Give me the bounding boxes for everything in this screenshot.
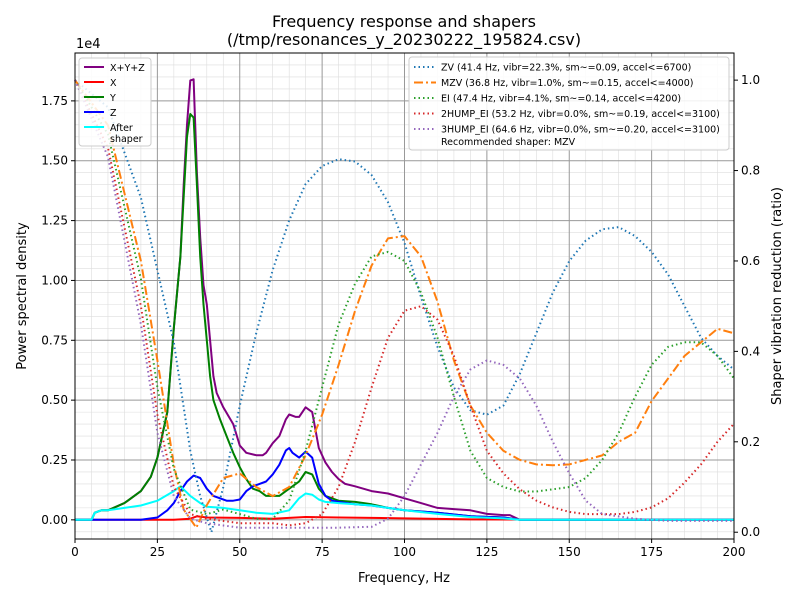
y-axis-right: 0.0 0.2 0.4 0.6 0.8 1.0 <box>734 73 760 539</box>
x-tick-label: 100 <box>393 545 416 559</box>
series-line-2 <box>75 113 734 521</box>
shaper-series <box>74 79 735 534</box>
y-tick-label: 1.00 <box>41 273 68 287</box>
y-tick-label: 0.25 <box>41 453 68 467</box>
legend-shaper-label: EI (47.4 Hz, vibr=4.1%, sm~=0.14, accel<… <box>441 94 681 105</box>
legend-shaper-label: 3HUMP_EI (64.6 Hz, vibr=0.0%, sm~=0.20, … <box>441 125 720 136</box>
x-tick-label: 75 <box>314 545 329 559</box>
x-tick-label: 175 <box>640 545 663 559</box>
y-tick-label: 0.00 <box>41 513 68 527</box>
series-line-3 <box>74 79 735 527</box>
x-axis: 0 25 50 75 100 125 150 175 200 <box>71 539 745 559</box>
legend-psd-label-line: After <box>110 123 133 134</box>
y2-tick-label: 0.8 <box>741 164 760 178</box>
legend-shaper-label: ZV (41.4 Hz, vibr=22.3%, sm~=0.09, accel… <box>441 63 691 74</box>
legend-psd-label-line: Z <box>110 108 117 119</box>
legend-shapers-frame <box>408 56 730 151</box>
legend-psd-label: Y <box>109 93 116 104</box>
legend-shaper-label: MZV (36.8 Hz, vibr=1.0%, sm~=0.15, accel… <box>441 78 693 89</box>
recommended-shaper-text: Recommended shaper: MZV <box>441 137 576 148</box>
series-line-0 <box>74 79 735 534</box>
legend-shapers: ZV (41.4 Hz, vibr=22.3%, sm~=0.09, accel… <box>408 56 730 151</box>
x-axis-label: Frequency, Hz <box>358 571 450 586</box>
legend-psd-items: X+Y+Z XYZ After shaper <box>84 63 145 145</box>
psd-series <box>75 78 735 521</box>
y2-tick-label: 0.6 <box>741 254 760 268</box>
legend-psd-label: Z <box>110 108 117 119</box>
legend-psd-label-line: shaper <box>110 134 143 145</box>
legend-psd-label: X+Y+Z <box>110 63 145 74</box>
legend-psd-label: X <box>110 78 117 89</box>
x-tick-label: 150 <box>558 545 581 559</box>
y-tick-label: 1.25 <box>41 214 68 228</box>
chart-subtitle: (/tmp/resonances_y_20230222_195824.csv) <box>227 30 581 50</box>
y-tick-label: 0.75 <box>41 333 68 347</box>
legend-shaper-label: 2HUMP_EI (53.2 Hz, vibr=0.0%, sm~=0.19, … <box>441 109 720 120</box>
x-tick-label: 0 <box>71 545 79 559</box>
series-line-4 <box>75 485 734 521</box>
legend-psd: X+Y+Z XYZ After shaper <box>78 57 152 147</box>
y2-tick-label: 0.4 <box>741 344 760 358</box>
legend-psd-label-line: X+Y+Z <box>110 63 145 74</box>
series-line-4 <box>74 79 734 529</box>
y2-tick-label: 1.0 <box>741 73 760 87</box>
y-axis-label: Power spectral density <box>15 222 30 370</box>
y2-tick-label: 0.0 <box>741 525 760 539</box>
y-tick-label: 1.75 <box>41 94 68 108</box>
x-tick-label: 50 <box>232 545 247 559</box>
y-offset-text: 1e4 <box>76 37 101 52</box>
x-tick-label: 200 <box>723 545 746 559</box>
x-tick-label: 25 <box>150 545 165 559</box>
y-axis-left: 0.00 0.25 0.50 0.75 1.00 1.25 1.50 1.75 <box>41 94 75 527</box>
x-tick-label: 125 <box>475 545 498 559</box>
series-line-1 <box>75 515 735 521</box>
y-tick-label: 1.50 <box>41 154 68 168</box>
legend-psd-label-line: X <box>110 78 117 89</box>
y2-axis-label: Shaper vibration reduction (ratio) <box>770 187 785 405</box>
y-tick-label: 0.50 <box>41 393 68 407</box>
legend-psd-label: After shaper <box>110 123 143 145</box>
chart-title: Frequency response and shapers <box>272 12 536 31</box>
legend-psd-label-line: Y <box>109 93 116 104</box>
legend-psd-frame <box>78 57 152 147</box>
y2-tick-label: 0.2 <box>741 435 760 449</box>
legend-shaper-items: ZV (41.4 Hz, vibr=22.3%, sm~=0.09, accel… <box>414 63 720 136</box>
